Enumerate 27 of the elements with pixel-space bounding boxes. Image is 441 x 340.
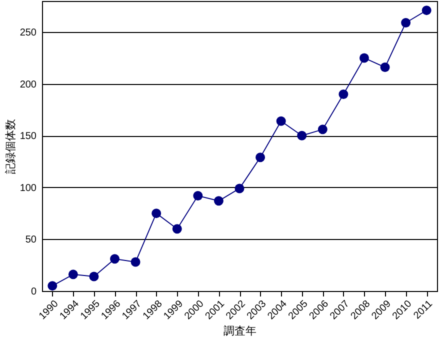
y-tick-label: 200 — [20, 79, 37, 90]
point — [130, 257, 140, 267]
y-tick-label: 0 — [30, 286, 37, 298]
point — [338, 89, 348, 99]
point — [68, 270, 78, 280]
point — [380, 62, 390, 72]
point — [214, 196, 224, 206]
y-tick-label: 100 — [20, 182, 37, 194]
point — [276, 116, 286, 126]
y-tick-label: 50 — [25, 234, 37, 246]
point — [318, 124, 328, 134]
y-tick-label: 250 — [20, 28, 37, 39]
point — [89, 272, 99, 282]
point — [256, 152, 266, 162]
point — [401, 18, 411, 28]
point — [422, 6, 432, 16]
point — [172, 224, 182, 234]
point — [110, 254, 120, 264]
y-tick-label: 150 — [20, 131, 37, 142]
point — [48, 281, 58, 291]
point — [359, 53, 369, 63]
point — [193, 190, 203, 200]
point — [152, 208, 162, 218]
point — [297, 130, 307, 140]
x-axis-title: 調査年 — [224, 324, 256, 338]
y-axis-title: 記録個体数 — [4, 119, 17, 174]
point — [234, 184, 244, 194]
